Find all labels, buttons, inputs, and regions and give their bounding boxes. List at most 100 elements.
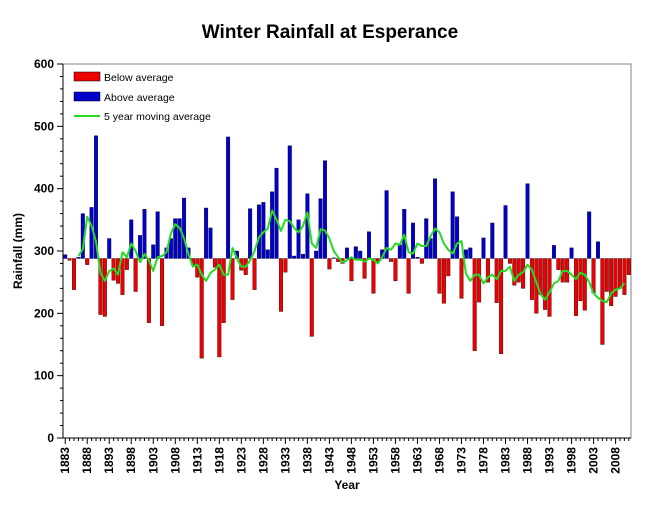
bar-above-average — [367, 231, 371, 259]
bar-below-average — [389, 258, 394, 262]
bar-below-average — [278, 258, 283, 312]
bar-below-average — [446, 258, 451, 277]
bar-below-average — [622, 258, 627, 295]
bar-above-average — [208, 227, 213, 259]
bar-above-average — [168, 238, 173, 259]
bar-above-average — [256, 204, 261, 259]
bar-below-average — [477, 258, 482, 303]
bar-below-average — [604, 258, 609, 292]
x-axis: 1883 1888 1893 1898 1903 1908 1913 1918 1923 1928… — [58, 437, 631, 474]
x-tick-label: 1993 — [543, 447, 557, 474]
bar-below-average — [212, 258, 217, 268]
y-axis: 0 100 200 300 400 500 600 — [34, 57, 64, 445]
bar-below-average — [362, 258, 367, 279]
legend-swatch-above — [73, 91, 101, 102]
bar-above-average — [424, 218, 429, 259]
x-axis-label: Year — [334, 478, 360, 492]
bar-below-average — [133, 258, 138, 292]
x-tick-label: 1913 — [190, 447, 204, 474]
bar-below-average — [199, 258, 204, 359]
bar-above-average — [76, 257, 81, 259]
bar-below-average — [516, 258, 521, 283]
legend-label: Below average — [104, 72, 174, 84]
moving-average-series — [77, 209, 626, 304]
bar-below-average — [573, 258, 578, 317]
bar-below-average — [609, 258, 614, 307]
x-tick-label: 1883 — [58, 447, 72, 474]
x-tick-label: 1903 — [146, 447, 160, 474]
bar-below-average — [160, 258, 165, 326]
bar-below-average — [67, 258, 72, 261]
x-tick-label: 1948 — [344, 447, 358, 474]
bar-above-average — [142, 209, 147, 259]
bar-above-average — [204, 207, 209, 259]
bar-below-average — [72, 258, 76, 290]
x-tick-label: 1958 — [388, 447, 402, 474]
bar-below-average — [124, 258, 129, 270]
bar-above-average — [226, 136, 231, 259]
bar-above-average — [411, 222, 416, 259]
bar-above-average — [270, 191, 275, 259]
bar-below-average — [102, 258, 107, 317]
bar-below-average — [578, 258, 583, 302]
bar-below-average — [221, 258, 226, 323]
bar-below-average — [327, 258, 332, 270]
bar-above-average — [415, 257, 420, 259]
bar-above-average — [300, 253, 305, 259]
x-tick-label: 2008 — [609, 447, 623, 474]
bar-below-average — [349, 258, 354, 282]
bar-below-average — [613, 258, 618, 297]
bar-below-average — [393, 258, 398, 282]
legend: Below average Above average 5 year moving … — [73, 71, 211, 123]
bar-below-average — [626, 258, 631, 275]
legend-label: 5 year moving average — [104, 111, 211, 123]
bar-above-average — [155, 211, 160, 259]
y-tick-label: 100 — [34, 369, 54, 383]
x-tick-label: 1983 — [499, 447, 513, 474]
x-tick-label: 1918 — [212, 447, 226, 474]
y-tick-label: 200 — [34, 306, 54, 320]
x-tick-label: 1898 — [124, 447, 138, 474]
y-axis-label: Rainfall (mm) — [11, 213, 25, 289]
bar-above-average — [173, 218, 178, 259]
bar-below-average — [441, 258, 446, 304]
legend-swatch-below — [73, 71, 101, 82]
plot-area — [62, 63, 632, 439]
bar-above-average — [287, 145, 292, 259]
bar-above-average — [569, 247, 574, 259]
bar-above-average — [481, 237, 486, 259]
bar-above-average — [596, 241, 600, 259]
bar-below-average — [494, 258, 499, 303]
bar-below-average — [499, 258, 504, 355]
bar-above-average — [151, 244, 156, 259]
chart-title: Winter Rainfall at Esperance — [202, 22, 458, 43]
bar-below-average — [618, 258, 622, 289]
bar-below-average — [217, 258, 222, 358]
x-tick-label: 1938 — [300, 447, 314, 474]
y-tick-label: 400 — [34, 182, 54, 196]
bar-below-average — [98, 258, 103, 315]
moving-average-line — [77, 209, 626, 304]
bar-above-average — [331, 257, 336, 259]
bar-below-average — [252, 258, 257, 290]
x-tick-label: 1933 — [278, 447, 292, 474]
bar-above-average — [182, 197, 187, 259]
bar-below-average — [472, 258, 477, 351]
bar-below-average — [120, 258, 125, 295]
legend-label: Above average — [104, 92, 175, 104]
x-tick-label: 2003 — [587, 447, 601, 474]
bar-above-average — [468, 247, 473, 259]
y-tick-label: 500 — [34, 119, 54, 133]
bar-below-average — [85, 258, 90, 265]
bar-above-average — [314, 250, 319, 259]
bar-below-average — [146, 258, 151, 323]
bar-below-average — [543, 258, 548, 310]
x-tick-label: 1973 — [454, 447, 468, 474]
bar-above-average — [358, 250, 363, 259]
x-tick-label: 1928 — [256, 447, 270, 474]
x-tick-label: 1943 — [322, 447, 336, 474]
bar-above-average — [587, 211, 592, 259]
bar-below-average — [283, 258, 288, 273]
x-tick-label: 1978 — [476, 447, 490, 474]
bar-below-average — [556, 258, 561, 270]
